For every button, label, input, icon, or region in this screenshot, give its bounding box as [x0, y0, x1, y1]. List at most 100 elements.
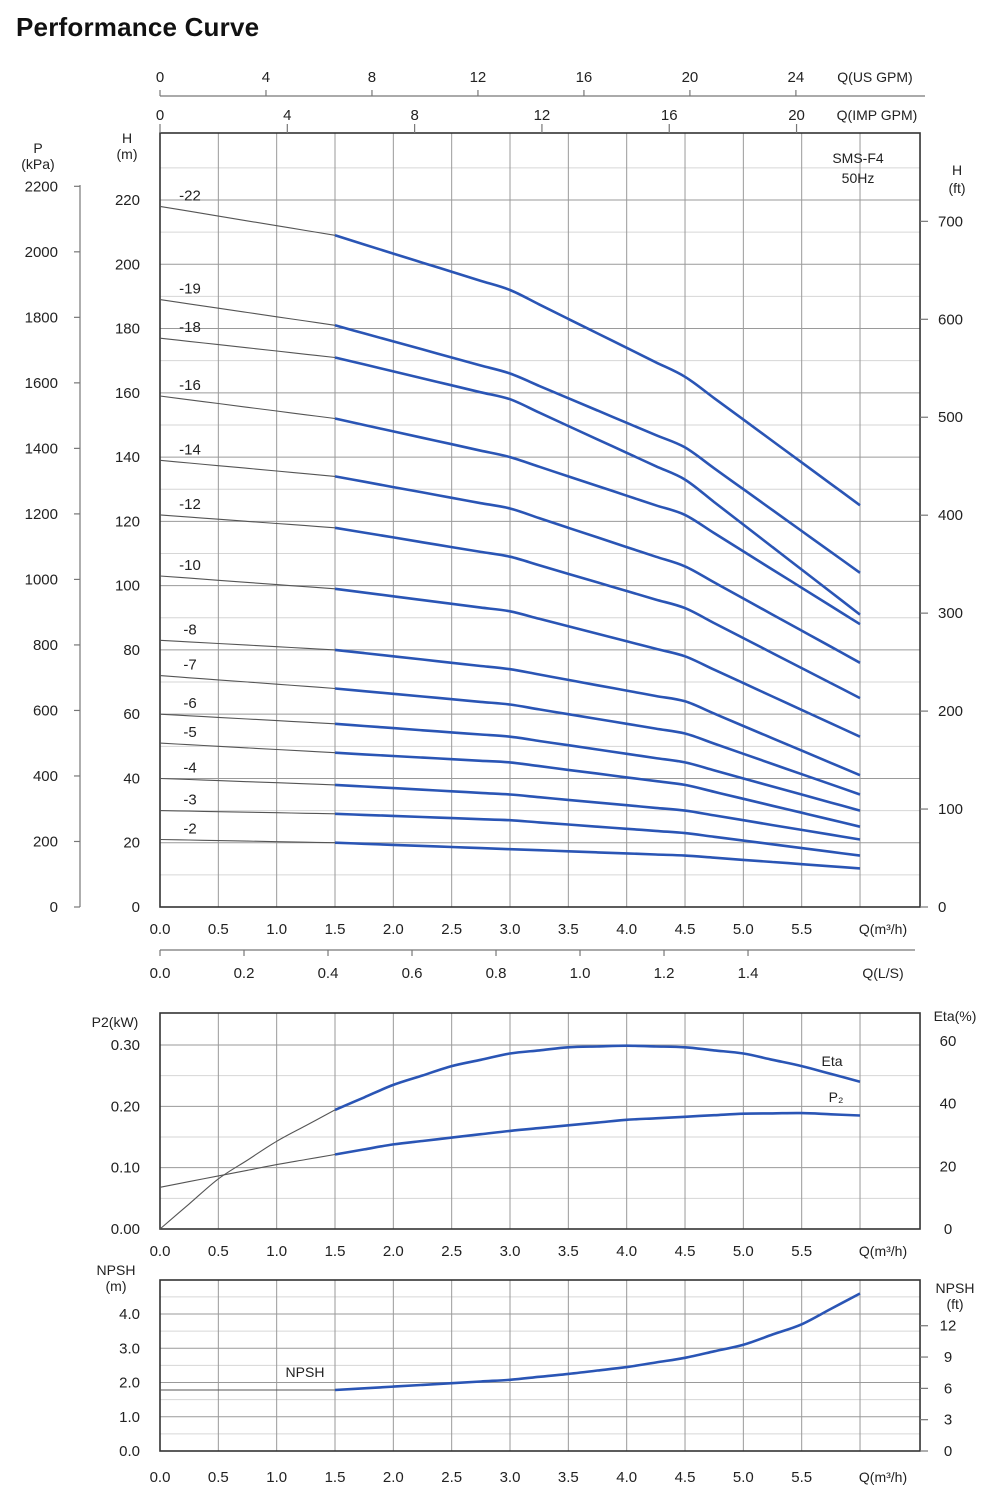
p2-curve-lowflow [159, 1153, 336, 1188]
npsh-curve [160, 1292, 861, 1392]
kpa-tick: 2200 [25, 178, 58, 195]
model-label: SMS-F4 50Hz [832, 150, 884, 186]
page-title: Performance Curve [16, 12, 260, 42]
npsh-ft-tick: 12 [940, 1318, 957, 1335]
head-x-tick: 4.0 [616, 921, 637, 938]
curve-label: -4 [183, 759, 196, 776]
impgpm-tick: 20 [788, 107, 805, 124]
curve-label: -7 [183, 657, 196, 674]
p2-curve [159, 1111, 861, 1188]
power-y-tick: 0.00 [111, 1221, 140, 1238]
eta-y-label: Eta(%) [934, 1008, 977, 1024]
power-chart: 0.00 0.10 0.20 0.30 P2(kW) 0 20 40 60 Eta(%) 0.0 0.… [92, 1008, 977, 1260]
npsh-curve-label: NPSH [286, 1364, 325, 1380]
head-y-tick: 40 [123, 770, 140, 787]
head-curve-lowflow [159, 395, 336, 420]
head-y-tick: 120 [115, 513, 140, 530]
ls-axis-label: Q(L/S) [862, 965, 903, 981]
head-curve [159, 205, 861, 507]
kpa-tick: 400 [33, 768, 58, 785]
head-y-tick: 180 [115, 321, 140, 338]
ft-tick: 100 [938, 801, 963, 818]
ls-tick: 0.0 [150, 965, 171, 982]
head-curve [159, 639, 861, 777]
kpa-axis-label: P (kPa) [21, 140, 54, 172]
npsh-y-tick: 1.0 [119, 1409, 140, 1426]
head-curve [159, 299, 861, 574]
ft-tick: 700 [938, 213, 963, 230]
npsh-x-label: Q(m³/h) [859, 1469, 907, 1485]
usgpm-tick: 20 [682, 69, 699, 86]
kpa-tick: 2000 [25, 244, 58, 261]
head-x-tick: 1.5 [325, 921, 346, 938]
curve-label: -5 [183, 724, 196, 741]
curve-label: -16 [179, 377, 201, 394]
npsh-x-tick: 0.0 [150, 1469, 171, 1486]
head-curve [159, 713, 861, 812]
kpa-tick: 1800 [25, 309, 58, 326]
head-y-tick: 20 [123, 835, 140, 852]
kpa-tick: 1600 [25, 375, 58, 392]
eta-y-tick: 40 [940, 1096, 957, 1113]
kpa-tick: 1400 [25, 440, 58, 457]
curve-label: -14 [179, 441, 201, 458]
ls-tick: 0.2 [234, 965, 255, 982]
npsh-x-tick: 4.0 [616, 1469, 637, 1486]
npsh-x-tick: 3.5 [558, 1469, 579, 1486]
impgpm-tick: 0 [156, 107, 164, 124]
eta-y-tick: 0 [944, 1221, 952, 1238]
impgpm-axis-label: Q(IMP GPM) [837, 107, 918, 123]
ft-tick: 0 [938, 899, 946, 916]
head-curve-line [334, 526, 861, 700]
curve-label: -12 [179, 496, 201, 513]
kpa-tick: 800 [33, 637, 58, 654]
npsh-x-tick: 3.0 [500, 1469, 521, 1486]
npsh-x-tick: 2.0 [383, 1469, 404, 1486]
npsh-x-tick: 5.5 [791, 1469, 812, 1486]
head-y-tick: 0 [132, 899, 140, 916]
npsh-y-tick: 3.0 [119, 1340, 140, 1357]
eta-label: Eta [821, 1053, 842, 1069]
curve-label: -6 [183, 695, 196, 712]
head-curve-line [334, 234, 861, 507]
head-curve-line [334, 417, 861, 626]
npsh-y-tick: 2.0 [119, 1375, 140, 1392]
npsh-x-tick: 1.0 [266, 1469, 287, 1486]
usgpm-tick: 12 [470, 69, 487, 86]
npsh-x-tick: 2.5 [441, 1469, 462, 1486]
npsh-x-tick: 1.5 [325, 1469, 346, 1486]
impgpm-tick: 16 [661, 107, 678, 124]
ls-tick: 0.6 [402, 965, 423, 982]
head-curve [159, 575, 861, 738]
head-y-tick: 60 [123, 706, 140, 723]
head-x-tick: 2.0 [383, 921, 404, 938]
power-y-tick: 0.20 [111, 1098, 140, 1115]
curve-label: -10 [179, 557, 201, 574]
npsh-curve-line [334, 1292, 861, 1392]
usgpm-tick: 0 [156, 69, 164, 86]
head-x-tick: 3.5 [558, 921, 579, 938]
power-x-tick: 5.5 [791, 1243, 812, 1260]
npsh-y-tick: 4.0 [119, 1306, 140, 1323]
head-curve [159, 337, 861, 616]
power-y-tick: 0.30 [111, 1037, 140, 1054]
ls-tick: 1.4 [738, 965, 759, 982]
ls-tick: 1.0 [570, 965, 591, 982]
head-curve-lowflow [159, 459, 336, 477]
impgpm-tick: 12 [534, 107, 551, 124]
head-curve-lowflow [159, 675, 336, 690]
npsh-x-tick: 5.0 [733, 1469, 754, 1486]
power-frame [159, 1012, 921, 1230]
npsh-frame [159, 1279, 921, 1452]
ft-axis-label: H (ft) [948, 162, 965, 196]
head-frame [159, 132, 921, 908]
npsh-x-tick: 0.5 [208, 1469, 229, 1486]
head-curve-line [334, 687, 861, 796]
head-curve-lowflow [159, 639, 336, 651]
head-curve-lowflow [159, 514, 336, 529]
head-curve-lowflow [159, 575, 336, 590]
npsh-ft-tick: 6 [944, 1380, 952, 1397]
head-curve-lowflow [159, 337, 336, 359]
npsh-ft-tick: 0 [944, 1443, 952, 1460]
head-chart: 0204060801001201401601802002200200400600… [25, 69, 963, 982]
